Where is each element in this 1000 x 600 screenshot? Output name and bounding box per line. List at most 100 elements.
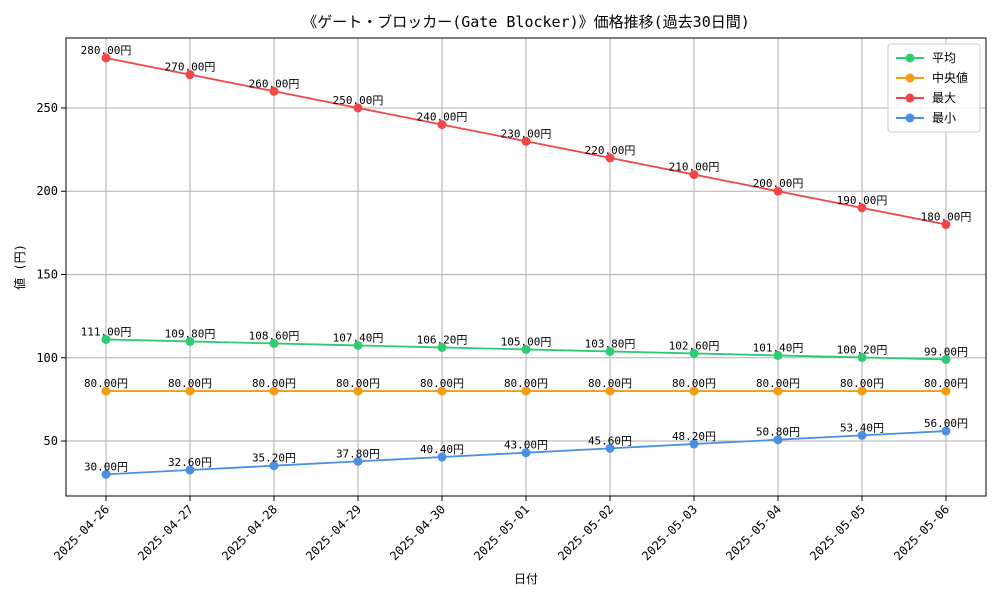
data-point: [605, 346, 615, 356]
x-tick-label: 2025-04-27: [135, 502, 196, 563]
data-label: 80.00円: [252, 377, 296, 390]
data-point: [605, 153, 615, 163]
data-point: [185, 386, 195, 396]
data-point: [773, 386, 783, 396]
data-label: 37.80円: [336, 447, 380, 460]
data-label: 109.80円: [165, 327, 216, 340]
data-point: [269, 86, 279, 96]
data-label: 80.00円: [420, 377, 464, 390]
data-point: [437, 452, 447, 462]
data-label: 56.00円: [924, 417, 968, 430]
data-point: [941, 354, 951, 364]
data-label: 210.00円: [669, 161, 720, 174]
legend-marker: [905, 53, 915, 63]
x-tick-label: 2025-05-05: [807, 502, 868, 563]
data-point: [269, 461, 279, 471]
x-tick-label: 2025-04-29: [303, 502, 364, 563]
x-tick-label: 2025-04-28: [219, 502, 280, 563]
data-label: 35.20円: [252, 452, 296, 465]
data-label: 80.00円: [924, 377, 968, 390]
x-tick-label: 2025-05-02: [555, 502, 616, 563]
data-point: [437, 120, 447, 130]
data-point: [269, 338, 279, 348]
data-label: 80.00円: [336, 377, 380, 390]
data-label: 80.00円: [504, 377, 548, 390]
data-label: 99.00円: [924, 345, 968, 358]
legend-marker: [905, 73, 915, 83]
data-point: [353, 386, 363, 396]
data-point: [437, 386, 447, 396]
x-tick-label: 2025-05-03: [639, 502, 700, 563]
data-point: [521, 136, 531, 146]
data-point: [101, 334, 111, 344]
legend-box: [887, 43, 981, 133]
data-label: 30.00円: [84, 460, 128, 473]
data-label: 111.00円: [81, 325, 132, 338]
data-label: 280.00円: [81, 44, 132, 57]
series-最小: [101, 426, 951, 479]
data-point: [857, 386, 867, 396]
data-label: 80.00円: [168, 377, 212, 390]
x-tick-label: 2025-05-01: [471, 502, 532, 563]
data-point: [773, 435, 783, 445]
series-中央値: [101, 386, 951, 396]
data-point: [101, 469, 111, 479]
chart-title: 《ゲート・ブロッカー(Gate Blocker)》価格推移(過去30日間): [302, 13, 750, 31]
data-label: 53.40円: [840, 421, 884, 434]
data-label: 80.00円: [756, 377, 800, 390]
data-label: 108.60円: [249, 329, 300, 342]
x-tick-label: 2025-05-06: [891, 502, 952, 563]
data-label: 43.00円: [504, 439, 548, 452]
data-point: [353, 456, 363, 466]
y-tick-label: 100: [36, 351, 58, 365]
series-最大: [101, 53, 951, 230]
data-point: [773, 186, 783, 196]
y-tick-label: 200: [36, 184, 58, 198]
data-label: 180.00円: [921, 211, 972, 224]
data-point: [185, 465, 195, 475]
data-point: [185, 336, 195, 346]
data-point: [521, 448, 531, 458]
x-tick-label: 2025-04-30: [387, 502, 448, 563]
data-point: [857, 352, 867, 362]
data-point: [353, 103, 363, 113]
data-point: [941, 426, 951, 436]
x-axis-label: 日付: [514, 572, 538, 586]
legend-label: 最大: [932, 91, 956, 105]
data-point: [857, 203, 867, 213]
data-label: 45.60円: [588, 434, 632, 447]
data-point: [689, 348, 699, 358]
data-point: [521, 386, 531, 396]
data-label: 80.00円: [672, 377, 716, 390]
legend-marker: [905, 113, 915, 123]
data-label: 107.40円: [333, 331, 384, 344]
data-label: 80.00円: [840, 377, 884, 390]
data-label: 48.20円: [672, 430, 716, 443]
data-label: 80.00円: [84, 377, 128, 390]
data-labels: 111.00円 109.80円 108.60円 107.40円 106.20円 105.0…: [81, 44, 972, 473]
y-tick-label: 150: [36, 267, 58, 281]
legend-item: 最小: [896, 111, 956, 125]
data-label: 102.60円: [669, 339, 720, 352]
data-label: 105.00円: [501, 335, 552, 348]
data-label: 100.20円: [837, 343, 888, 356]
data-label: 270.00円: [165, 61, 216, 74]
data-label: 260.00円: [249, 77, 300, 90]
data-label: 240.00円: [417, 111, 468, 124]
data-point: [437, 342, 447, 352]
data-point: [101, 386, 111, 396]
x-tick-label: 2025-04-26: [51, 502, 112, 563]
y-axis: 50 100 150 200 250: [36, 101, 66, 448]
data-point: [353, 340, 363, 350]
data-point: [101, 53, 111, 63]
data-point: [689, 170, 699, 180]
data-point: [689, 386, 699, 396]
data-label: 106.20円: [417, 333, 468, 346]
data-label: 190.00円: [837, 194, 888, 207]
data-label: 200.00円: [753, 177, 804, 190]
series-group: [101, 53, 951, 479]
data-point: [689, 439, 699, 449]
data-label: 50.80円: [756, 426, 800, 439]
